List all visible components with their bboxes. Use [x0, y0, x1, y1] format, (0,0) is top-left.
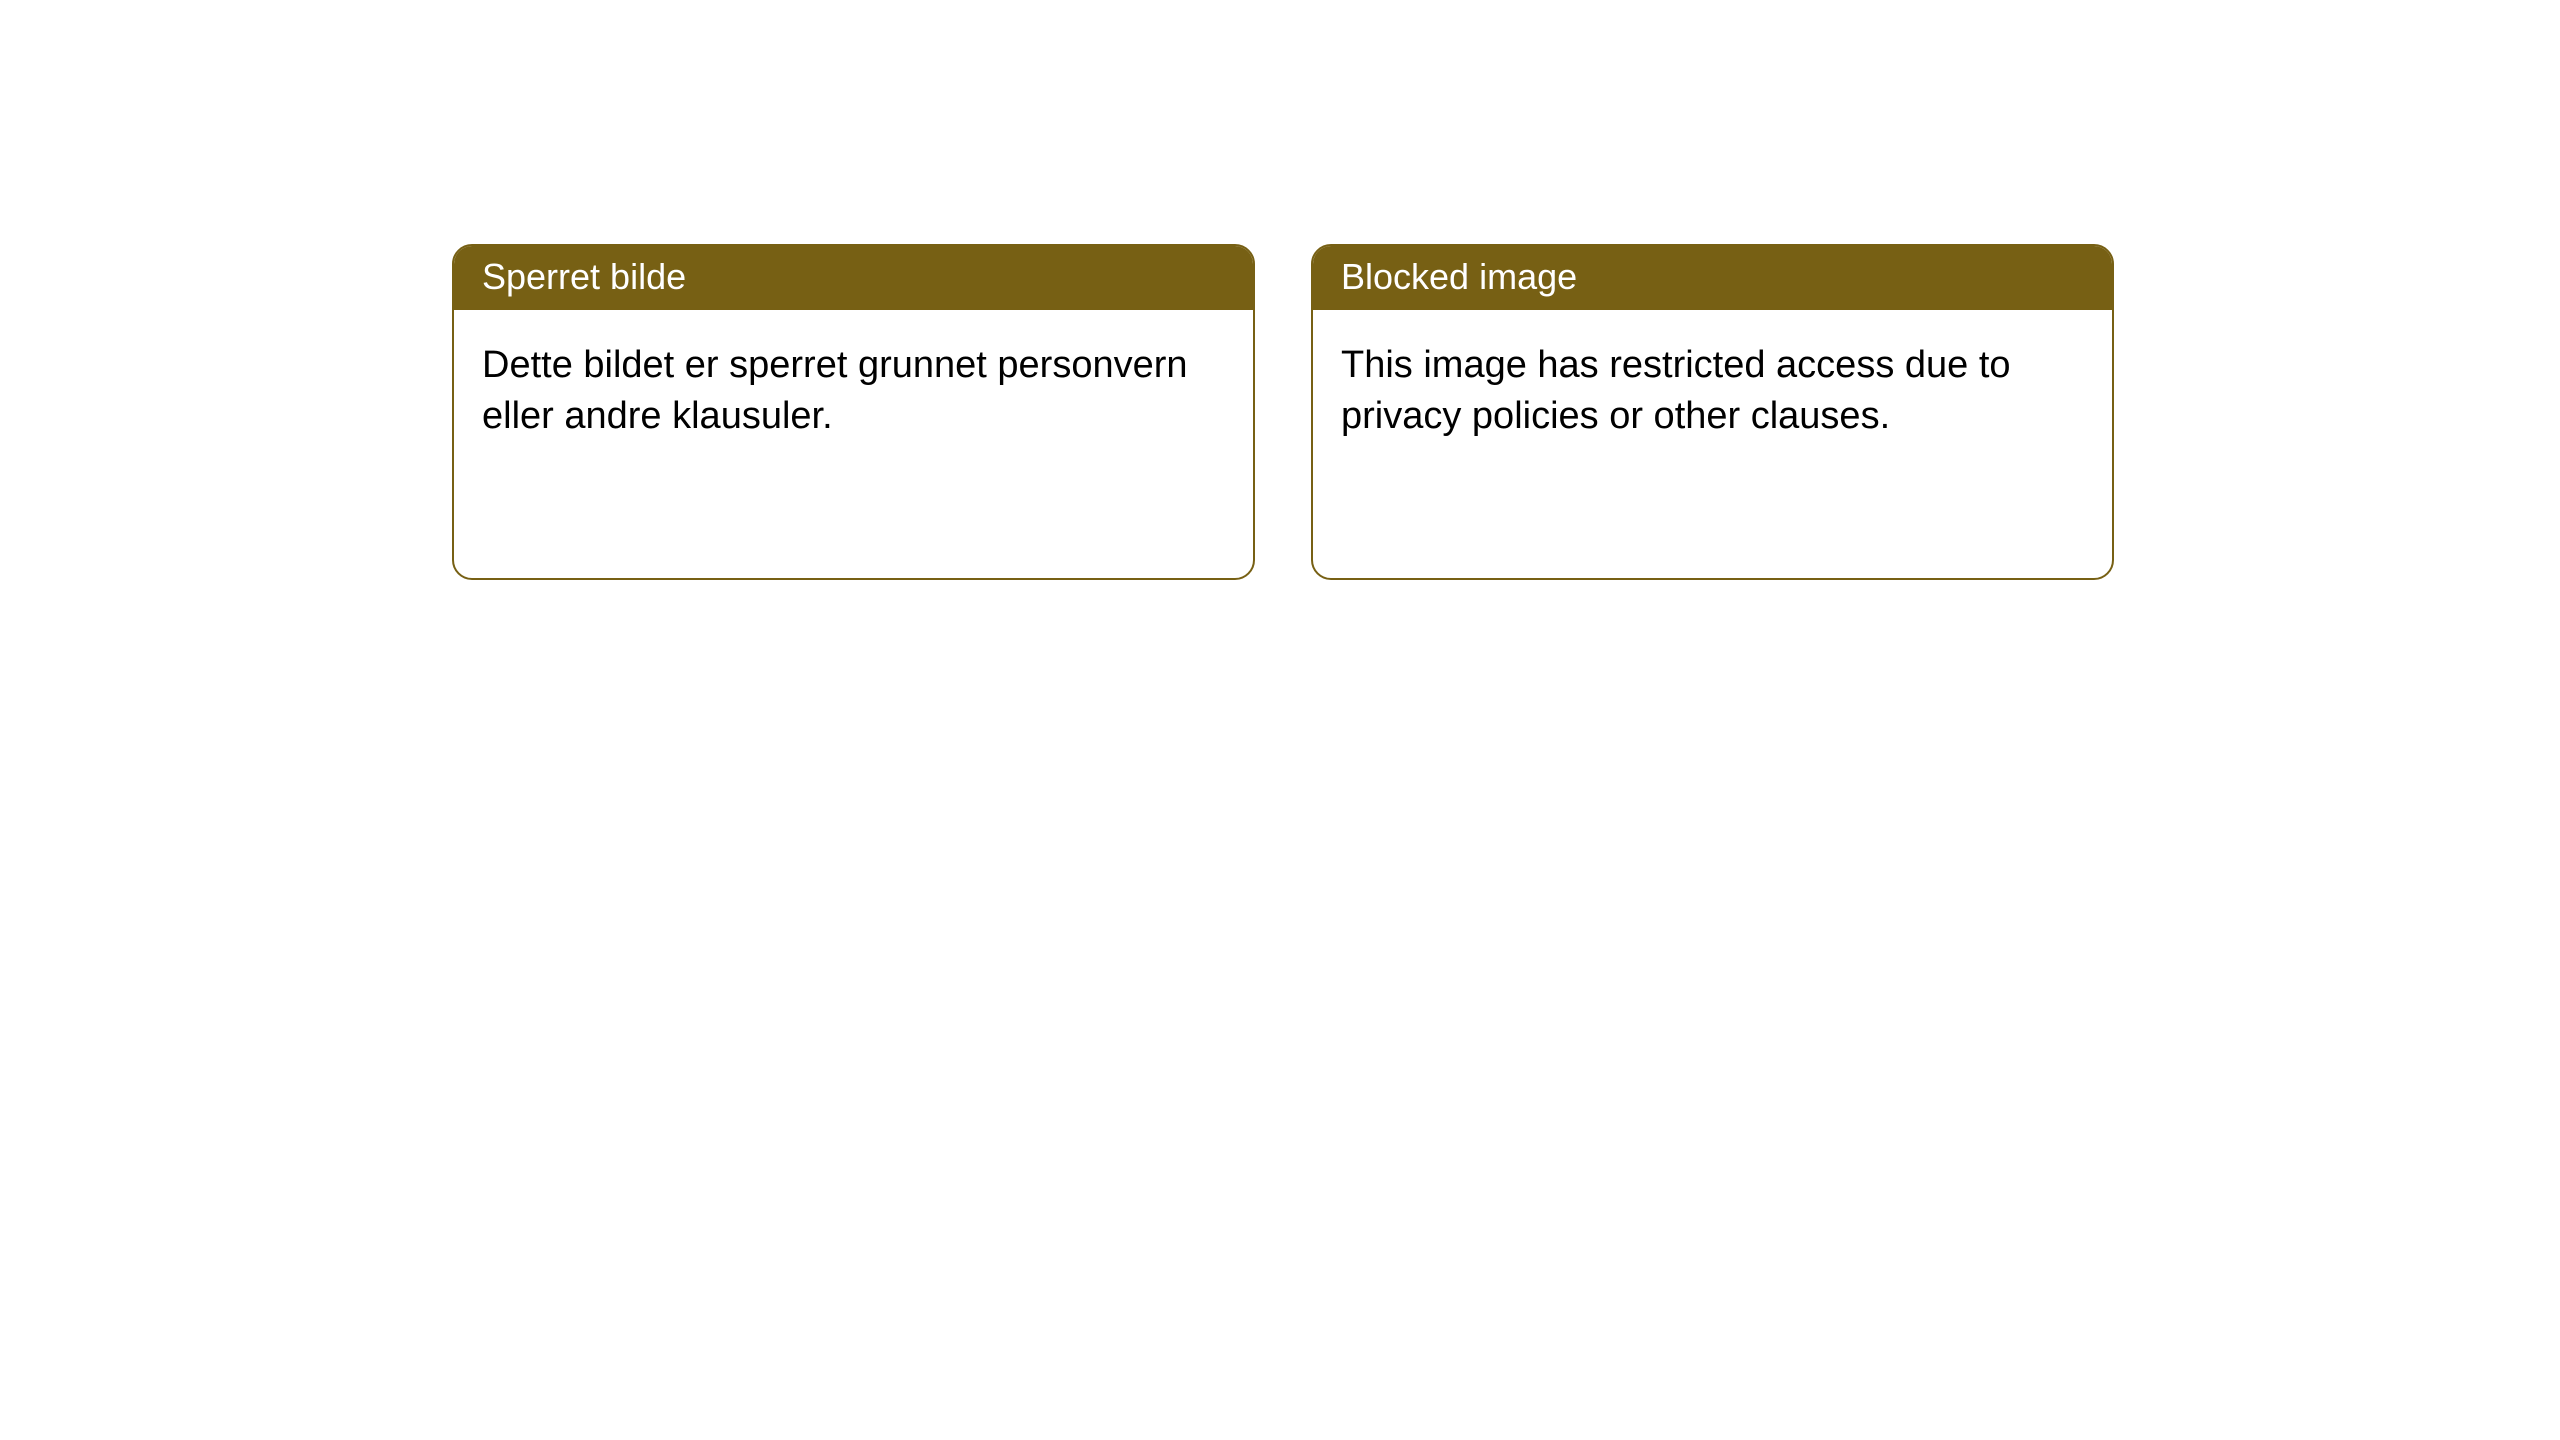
card-message: Dette bildet er sperret grunnet personve… [482, 344, 1188, 437]
card-title: Sperret bilde [482, 256, 686, 297]
card-header: Sperret bilde [454, 246, 1253, 310]
card-header: Blocked image [1313, 246, 2112, 310]
card-message: This image has restricted access due to … [1341, 344, 2011, 437]
card-body: Dette bildet er sperret grunnet personve… [454, 310, 1253, 473]
card-body: This image has restricted access due to … [1313, 310, 2112, 473]
blocked-image-card-no: Sperret bilde Dette bildet er sperret gr… [452, 244, 1255, 580]
blocked-image-card-en: Blocked image This image has restricted … [1311, 244, 2114, 580]
cards-container: Sperret bilde Dette bildet er sperret gr… [452, 244, 2114, 580]
card-title: Blocked image [1341, 256, 1577, 297]
